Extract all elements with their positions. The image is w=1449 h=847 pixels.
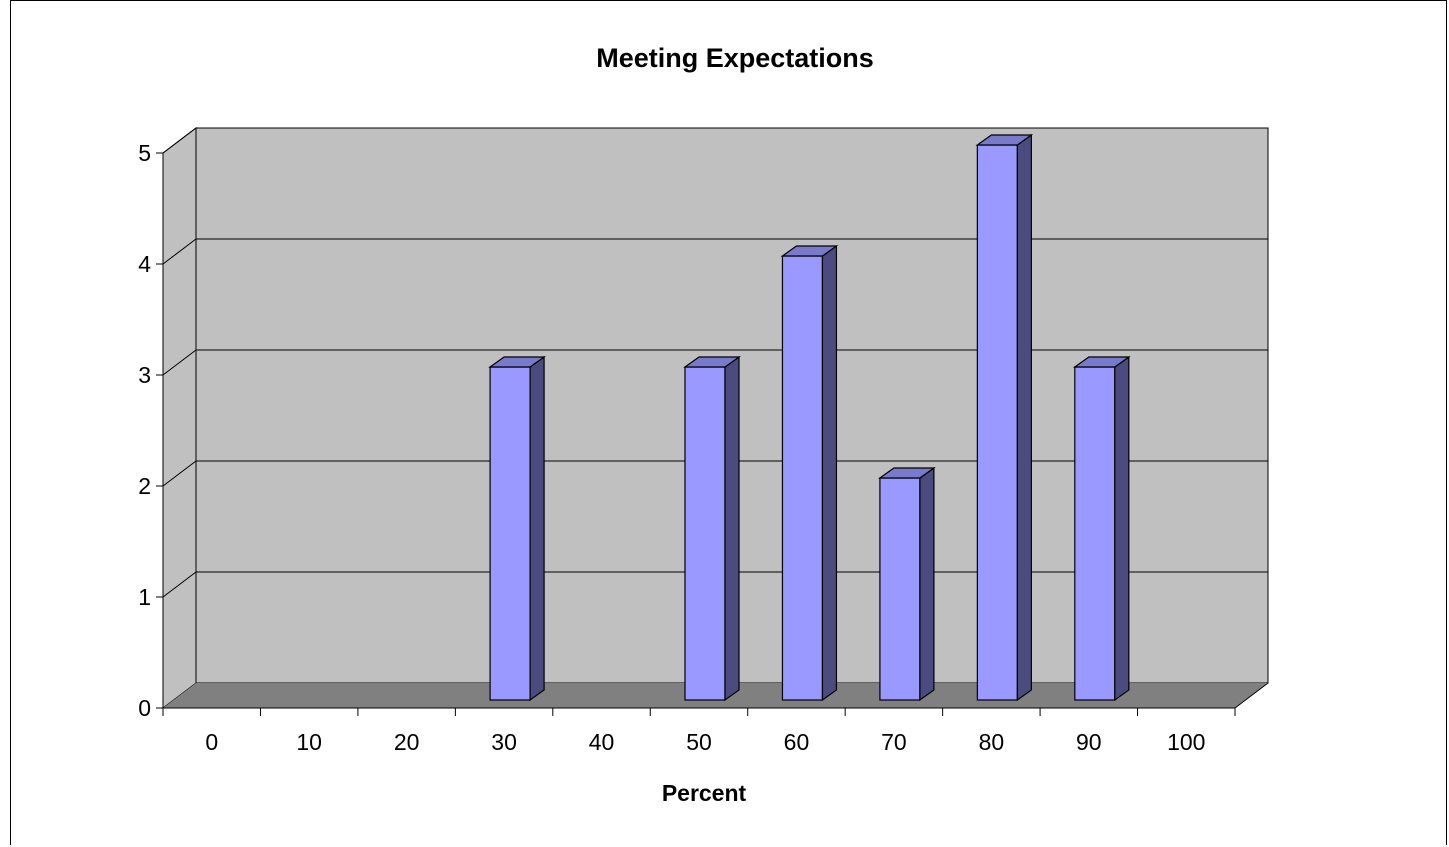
- x-tick-label-90: 90: [1076, 729, 1102, 755]
- bar-chart: Meeting Expectations 0 1 2 3 4 5 0 10 20 30 40 50 6…: [138, 43, 1269, 806]
- bar-side-60: [821, 244, 838, 702]
- y-tick-label-3: 3: [138, 362, 151, 388]
- bar-side-90: [1114, 355, 1130, 702]
- gridline-side-4: [162, 238, 197, 265]
- gridline-side-3: [162, 349, 197, 376]
- chart-frame: Meeting Expectations 0 1 2 3 4 5 0 10 20 30 40 50 6…: [10, 0, 1447, 845]
- x-tick-label-10: 10: [296, 729, 322, 755]
- bar-50: [683, 355, 741, 702]
- bar-side-80: [1016, 133, 1032, 702]
- bars: [488, 133, 1131, 702]
- y-tick-label-4: 4: [138, 251, 151, 277]
- x-tick-label-0: 0: [205, 729, 218, 755]
- x-tick-label-60: 60: [784, 729, 810, 755]
- bar-front-60: [781, 255, 824, 701]
- bar-90: [1072, 355, 1131, 702]
- bar-side-70: [919, 466, 935, 702]
- bar-80: [975, 133, 1034, 702]
- bar-side-30: [529, 355, 545, 702]
- x-tick-label-50: 50: [686, 729, 712, 755]
- x-tick-label-40: 40: [589, 729, 615, 755]
- bar-front-30: [489, 366, 531, 701]
- bar-front-90: [1074, 366, 1116, 701]
- bar-30: [488, 355, 546, 702]
- y-tick-label-1: 1: [138, 584, 151, 610]
- y-tick-label-0: 0: [138, 695, 151, 721]
- bar-top-80: [975, 134, 1034, 146]
- axes: [156, 152, 1269, 716]
- chart-title: Meeting Expectations: [596, 43, 874, 73]
- y-tick-label-2: 2: [138, 473, 151, 499]
- bar-front-70: [879, 477, 921, 701]
- y-tick-label-5: 5: [138, 140, 151, 166]
- side-wall: [162, 126, 197, 710]
- x-tick-label-80: 80: [979, 729, 1005, 755]
- bar-top-70: [878, 467, 936, 479]
- bar-side-50: [724, 355, 740, 702]
- bar-top-30: [488, 356, 546, 368]
- gridline-side-2: [162, 460, 197, 487]
- bar-top-50: [683, 356, 741, 368]
- x-tick-label-70: 70: [881, 729, 907, 755]
- x-tick-labels: 0 10 20 30 40 50 60 70 80 90 100: [205, 729, 1205, 755]
- bar-front-80: [976, 144, 1018, 701]
- x-axis-label: Percent: [662, 780, 747, 806]
- bar-60: [780, 244, 839, 702]
- x-tick-label-100: 100: [1167, 729, 1205, 755]
- gridline-side-1: [162, 571, 197, 598]
- floor-right-edge: [1234, 682, 1269, 709]
- bar-top-90: [1072, 356, 1131, 368]
- bar-top-60: [780, 245, 839, 257]
- x-tick-label-30: 30: [491, 729, 517, 755]
- bar-70: [878, 466, 936, 702]
- x-tick-label-20: 20: [394, 729, 420, 755]
- y-tick-labels: 0 1 2 3 4 5: [138, 140, 151, 721]
- gridline-side-5: [162, 127, 197, 154]
- bar-front-50: [684, 366, 726, 701]
